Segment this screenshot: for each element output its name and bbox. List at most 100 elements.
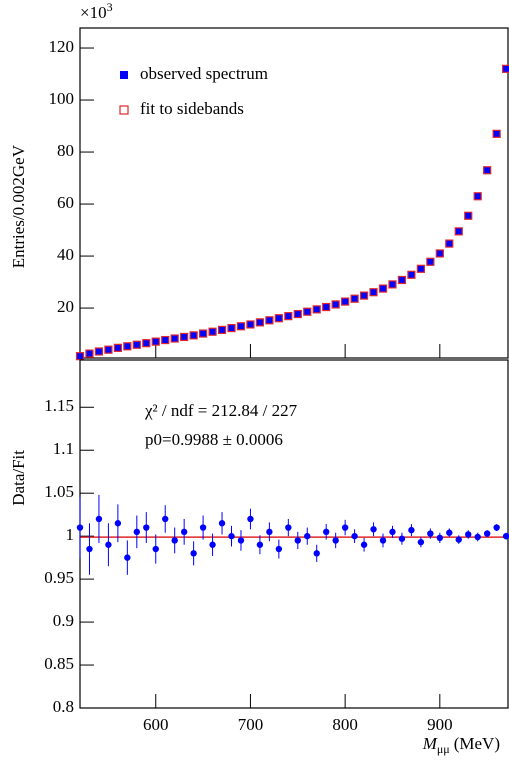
x-label-symbol: M (422, 734, 438, 753)
data-point (246, 320, 255, 329)
data-point (417, 265, 425, 273)
data-point (265, 316, 274, 325)
y-tick-label: 80 (57, 141, 74, 160)
data-point (332, 537, 339, 544)
data-point (293, 309, 302, 319)
y-tick-label: 0.85 (44, 654, 74, 673)
data-point (133, 341, 141, 349)
data-point (76, 524, 84, 531)
data-point (94, 347, 104, 356)
data-point (341, 524, 349, 531)
data-point (493, 130, 501, 138)
data-point (341, 297, 350, 306)
y-tick-label: 1.1 (53, 439, 74, 458)
data-point (332, 300, 340, 308)
data-point (113, 343, 122, 352)
data-point (350, 294, 359, 303)
data-point (161, 336, 169, 344)
data-point (436, 249, 444, 257)
data-point (313, 550, 320, 557)
data-point (104, 346, 112, 354)
data-point (161, 335, 170, 345)
legend-label: fit to sidebands (140, 99, 244, 118)
data-point (266, 528, 273, 536)
data-point (369, 288, 378, 297)
data-point (388, 280, 396, 288)
data-point (351, 532, 358, 540)
y-tick-label: 120 (49, 37, 75, 56)
data-point (285, 524, 292, 531)
data-point (408, 526, 415, 534)
data-point (199, 524, 207, 531)
data-point (85, 350, 93, 358)
data-point (246, 320, 254, 328)
data-point (209, 328, 217, 336)
data-point (389, 528, 396, 536)
data-point (227, 323, 236, 333)
data-point (218, 520, 226, 527)
data-point (445, 240, 453, 248)
x-tick-label: 800 (332, 715, 358, 734)
data-point (284, 312, 293, 321)
data-point (360, 541, 368, 548)
y-tick-label: 40 (57, 245, 74, 264)
data-point (256, 541, 264, 548)
data-point (209, 541, 216, 548)
data-point (416, 264, 425, 273)
data-point (322, 528, 330, 536)
data-point (133, 528, 141, 536)
y-axis-label: Data/Fit (9, 450, 28, 506)
data-point (265, 316, 273, 324)
data-point (370, 526, 377, 533)
data-point (236, 322, 246, 331)
data-point (123, 342, 132, 351)
data-point (341, 298, 349, 306)
data-point (474, 192, 482, 200)
data-point (198, 329, 208, 338)
x-label-unit: (MeV) (454, 734, 500, 753)
data-point (180, 332, 189, 342)
data-point (493, 524, 500, 531)
data-point (417, 538, 425, 546)
data-point (256, 318, 264, 326)
series-1 (75, 64, 509, 361)
axis-multiplier: ×103 (80, 0, 113, 22)
data-point (398, 276, 406, 284)
data-point (162, 515, 169, 523)
data-point (304, 532, 311, 540)
data-point (76, 352, 84, 360)
data-point (397, 275, 407, 285)
data-point (171, 334, 179, 342)
data-point (446, 529, 453, 536)
y-axis-label: Entries/0.002GeV (9, 144, 28, 268)
data-point (464, 211, 473, 220)
data-point (370, 288, 378, 296)
data-point (170, 334, 179, 343)
data-point (455, 227, 463, 235)
data-point (427, 530, 434, 537)
data-point (208, 327, 217, 336)
data-point (274, 314, 283, 323)
data-point (303, 307, 312, 316)
data-point (180, 333, 188, 341)
legend-label: observed spectrum (140, 64, 268, 83)
data-point (379, 537, 387, 544)
data-point (303, 308, 311, 316)
data-point (435, 249, 444, 258)
data-point (398, 535, 406, 542)
data-point (322, 302, 331, 312)
data-point (105, 541, 112, 548)
series-0 (76, 65, 509, 360)
data-point (426, 258, 434, 266)
data-point (464, 212, 472, 220)
data-point (142, 339, 151, 348)
data-point (114, 520, 122, 527)
data-point (445, 239, 454, 248)
data-point (255, 318, 265, 327)
data-point (123, 342, 131, 350)
data-point (218, 326, 226, 334)
data-point (360, 292, 368, 300)
multiplier-exponent: 3 (107, 0, 113, 14)
chi2-label: χ² / ndf = 212.84 / 227 (144, 401, 298, 420)
x-tick-label: 600 (143, 715, 169, 734)
